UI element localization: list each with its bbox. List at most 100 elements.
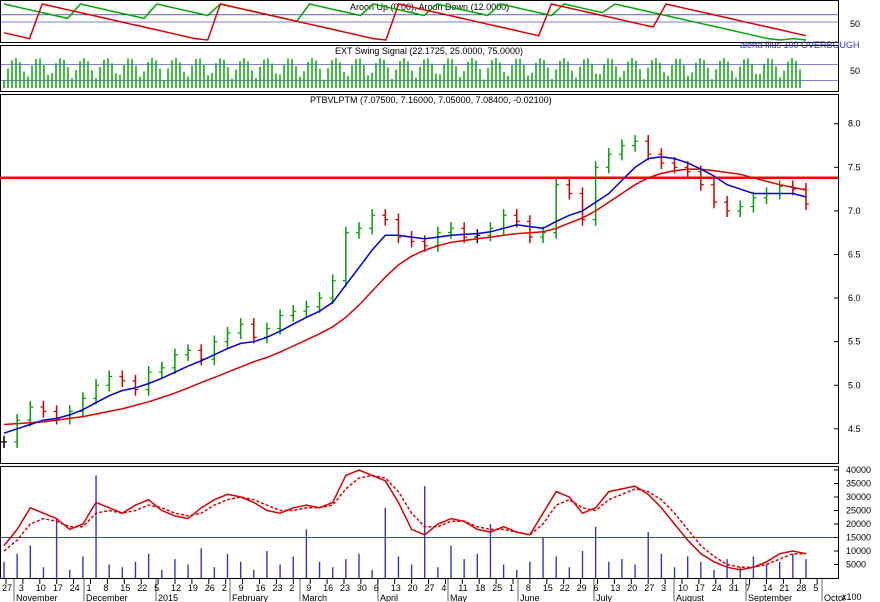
panel-frames: [0, 0, 839, 579]
x-day-label: 21: [779, 583, 789, 593]
x-day-label: 17: [53, 583, 63, 593]
price-y-tick-label: 6.5: [848, 249, 861, 259]
swing-title: EXT Swing Signal (22.1725, 25.0000, 75.0…: [335, 46, 523, 56]
volume-y-tick-label: 40000: [846, 465, 871, 475]
volume-layer: [0, 469, 838, 578]
x-month-label: August: [676, 593, 705, 602]
x-day-label: 15: [543, 583, 553, 593]
x-day-label: 27: [2, 583, 12, 593]
aroon-up-line: [3, 3, 807, 41]
x-day-label: 3: [661, 583, 666, 593]
x-day-label: 22: [137, 583, 147, 593]
volume-y-tick-label: 30000: [846, 492, 871, 502]
volume-osc-2-line: [3, 474, 806, 568]
price-y-tick-label: 7.5: [848, 162, 861, 172]
x-day-label: 8: [526, 583, 531, 593]
x-day-label: 3: [19, 583, 24, 593]
volume-y-tick-label: 25000: [846, 506, 871, 516]
x-day-label: 20: [408, 583, 418, 593]
x-day-label: 29: [577, 583, 587, 593]
price-y-tick-label: 5.5: [848, 337, 861, 347]
x-month-label: September: [748, 593, 792, 602]
x-day-label: 8: [103, 583, 108, 593]
x-day-label: 4: [441, 583, 446, 593]
x-day-label: 2: [289, 583, 294, 593]
volume-y-axis: 40000 35000 30000 25000 20000 15000 10000 5000 x…: [834, 465, 871, 602]
x-month-label: April: [380, 593, 398, 602]
volume-y-tick-label: 5000: [846, 560, 866, 570]
x-day-label: 14: [763, 583, 773, 593]
x-day-label: 31: [729, 583, 739, 593]
x-axis: 27 3 10 17 24 1 8 15 22 5 12 19 26 2 9 16 23 2 9 16 23 30 6 13 2…: [2, 579, 845, 602]
price-y-axis: 8.0 7.5 7.0 6.5 6.0 5.5 5.0 4.5: [834, 119, 861, 434]
x-day-label: 25: [492, 583, 502, 593]
x-day-label: 6: [374, 583, 379, 593]
x-month-label: November: [16, 593, 58, 602]
x-day-label: 1: [87, 583, 92, 593]
volume-y-tick-label: 15000: [846, 533, 871, 543]
x-day-label: 19: [188, 583, 198, 593]
x-month-label: February: [232, 593, 269, 602]
ma-short-line: [3, 156, 807, 434]
swing-panel-frame: [0, 45, 839, 92]
x-day-label: 28: [796, 583, 806, 593]
x-day-label: 26: [205, 583, 215, 593]
x-day-label: 13: [610, 583, 620, 593]
x-day-label: 10: [36, 583, 46, 593]
x-month-label: March: [302, 593, 327, 602]
volume-y-tick-label: 20000: [846, 519, 871, 529]
x-day-label: 23: [272, 583, 282, 593]
volume-panel-frame: [0, 466, 839, 579]
x-day-label: 20: [627, 583, 637, 593]
x-day-label: 24: [712, 583, 722, 593]
ma-long-line: [3, 168, 807, 426]
aroon-tick-50: 50: [850, 19, 860, 29]
x-day-label: 17: [695, 583, 705, 593]
x-day-label: 27: [644, 583, 654, 593]
x-day-label: 1: [509, 583, 514, 593]
x-day-label: 16: [256, 583, 266, 593]
x-day-label: 30: [357, 583, 367, 593]
price-layer: [0, 135, 838, 449]
aroon-layer: [0, 3, 838, 41]
aroon-title: Aroon Up (0.00), Aroon Down (12.0000): [350, 2, 509, 12]
x-day-label: 23: [340, 583, 350, 593]
price-title: PTBVLPTM (7.07500, 7.16000, 7.05000, 7.0…: [310, 95, 552, 105]
price-y-tick-label: 4.5: [848, 424, 861, 434]
volume-y-tick-label: x100: [842, 592, 862, 602]
volume-osc-1-line: [3, 469, 807, 571]
x-month-label: Octol: [824, 593, 845, 602]
x-month-label: 2015: [158, 593, 178, 602]
x-month-label: December: [86, 593, 128, 602]
swing-note: alerta filus 100 OVERBOUGH: [740, 40, 860, 50]
x-day-label: 13: [391, 583, 401, 593]
x-day-label: 9: [306, 583, 311, 593]
x-day-label: 7: [746, 583, 751, 593]
x-day-label: 15: [120, 583, 130, 593]
x-day-label: 24: [70, 583, 80, 593]
x-day-label: 11: [458, 583, 467, 593]
swing-layer: [0, 58, 838, 88]
x-month-label: May: [450, 593, 468, 602]
volume-y-tick-label: 35000: [846, 479, 871, 489]
x-day-label: 5: [813, 583, 818, 593]
price-y-tick-label: 7.0: [848, 206, 861, 216]
x-day-label: 16: [323, 583, 333, 593]
x-day-label: 12: [171, 583, 181, 593]
price-y-tick-label: 8.0: [848, 119, 861, 129]
x-day-label: 5: [154, 583, 159, 593]
x-day-label: 27: [425, 583, 435, 593]
swing-tick-50: 50: [850, 66, 860, 76]
x-day-label: 22: [560, 583, 570, 593]
price-panel-frame: [0, 94, 839, 464]
price-y-tick-label: 5.0: [848, 380, 861, 390]
volume-y-tick-label: 10000: [846, 546, 871, 556]
aroon-down-line: [3, 3, 807, 41]
x-day-label: 6: [594, 583, 599, 593]
x-day-label: 2: [222, 583, 227, 593]
x-month-label: June: [520, 593, 540, 602]
aroon-panel-frame: [0, 0, 839, 43]
price-y-tick-label: 6.0: [848, 293, 861, 303]
x-day-label: 10: [678, 583, 688, 593]
